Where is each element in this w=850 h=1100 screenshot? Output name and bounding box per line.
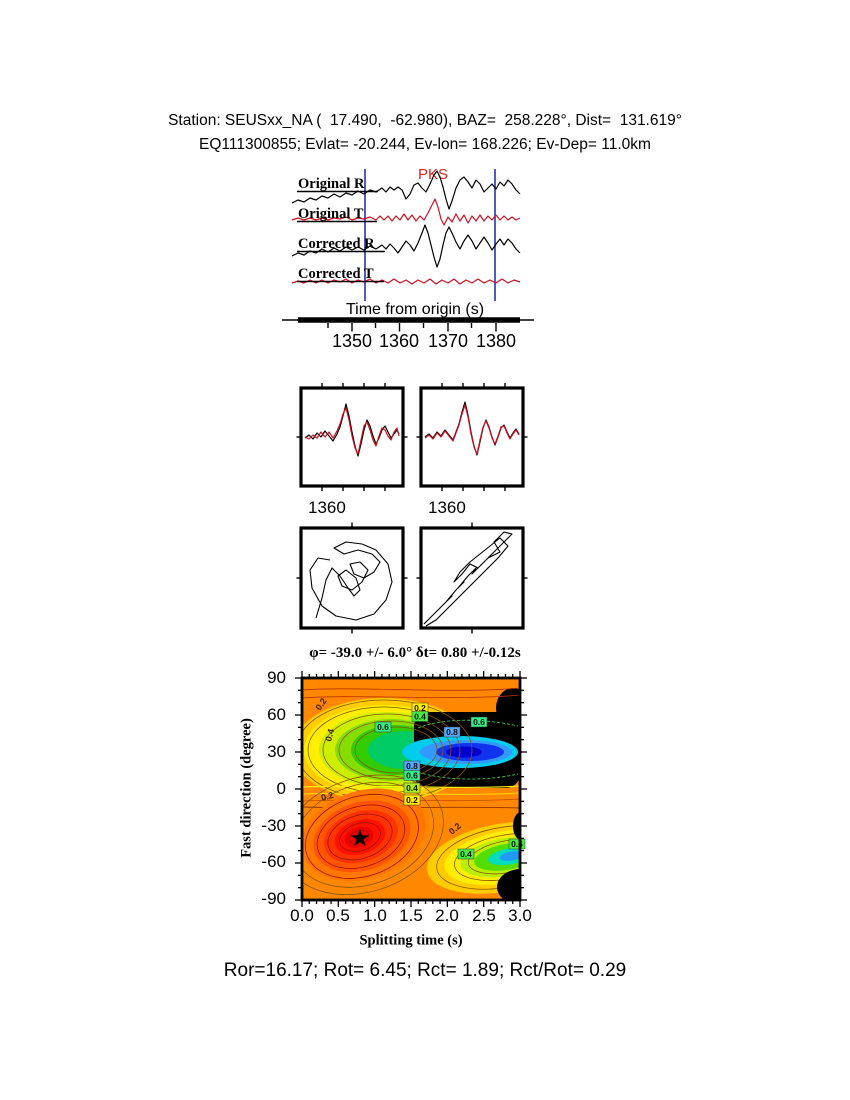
contour-label-stack-0.8: 0.8 [406,761,418,771]
trace-corrected-r [291,224,521,268]
overlay-box-left: 1360 [296,383,408,517]
contour-label-0.6b: 0.6 [473,717,485,727]
particle-motion-original-path [309,541,393,621]
particle-motion-panel [296,522,528,634]
contour-label-b-0.4: 0.4 [460,849,472,859]
overlay-left-ticks [296,383,408,491]
trace-label-original-t: Original T [298,206,364,222]
ytick-0: 0 [276,779,286,798]
overlay-box-right: 1360 [416,383,528,517]
xtick-1.5: 1.5 [399,906,423,925]
contour-title: φ= -39.0 +/- 6.0° δt= 0.80 +/-0.12s [309,645,521,661]
time-tick-1370: 1370 [427,331,469,351]
overlay-right-ticks [416,383,528,491]
contour-plot: 0.2 0.4 0.6 0.8 0.6 0.8 0.6 0.4 0.2 0.4 … [295,671,527,907]
contour-label-stack-0.4: 0.4 [406,783,418,793]
overlay-left-tick-label: 1360 [308,498,346,517]
xtick-2.5: 2.5 [472,906,496,925]
ytick-m60: -60 [261,852,286,871]
contour-xlabel: Splitting time (s) [359,932,463,949]
ytick-m90: -90 [261,889,286,908]
contour-label-0.4: 0.4 [414,712,426,722]
xtick-0.0: 0.0 [290,906,314,925]
trace-label-original-r: Original R [298,176,365,192]
trace-label-corrected-r: Corrected R [298,236,375,252]
particle-motion-corrected-path [423,531,513,627]
time-axis: Time from origin (s) [282,301,534,332]
trace-original-r [291,170,521,210]
ytick-30: 30 [267,742,286,761]
overlay-left-red-trace [304,407,400,455]
best-fit-star-icon: ★ [349,824,371,852]
contour-label-0.2: 0.2 [414,703,426,713]
contour-plain-0.4: 0.4 [323,728,336,743]
contour-label-stack-0.6: 0.6 [406,771,418,781]
phase-label: PKS [418,166,448,183]
pm-right-frame [419,526,525,630]
contour-frame [300,676,522,902]
overlay-right-red-trace [424,404,520,455]
contour-plain-0.2b: 0.2 [320,790,335,803]
ytick-60: 60 [267,705,286,724]
time-tick-1380: 1380 [475,331,517,351]
xtick-2.0: 2.0 [435,906,459,925]
xtick-0.5: 0.5 [326,906,350,925]
overlay-right-tick-label: 1360 [428,498,466,517]
ytick-m30: -30 [261,815,286,835]
waveform-overlay-panel: 1360 1360 [296,383,528,517]
pm-ticks [296,522,528,634]
seismogram-panel: PKS Original R Original T Corrected R Co… [291,166,521,301]
contour-label-stack-0.2: 0.2 [406,795,418,805]
time-tick-1350: 1350 [331,331,373,351]
time-axis-label: Time from origin (s) [346,301,484,318]
ytick-90: 90 [267,668,286,687]
event-title: EQ111300855; Evlat= -20.244, Ev-lon= 168… [199,136,651,153]
station-title: Station: SEUSxx_NA ( 17.490, -62.980), B… [168,112,682,129]
xtick-1.0: 1.0 [363,906,387,925]
contour-labels: 0.2 0.4 0.6 0.8 0.6 0.8 0.6 0.4 0.2 0.4 … [313,696,526,860]
contour-label-edge-0.6: 0.6 [511,839,523,849]
energy-ratio-stats: Ror=16.17; Rot= 6.45; Rct= 1.89; Rct/Rot… [223,960,627,981]
time-tick-1360: 1360 [378,331,420,351]
contour-label-0.8: 0.8 [446,727,458,737]
trace-original-t [291,198,521,226]
contour-label-0.6: 0.6 [377,722,389,732]
xtick-3.0: 3.0 [508,906,532,925]
trace-label-corrected-t: Corrected T [298,266,374,282]
